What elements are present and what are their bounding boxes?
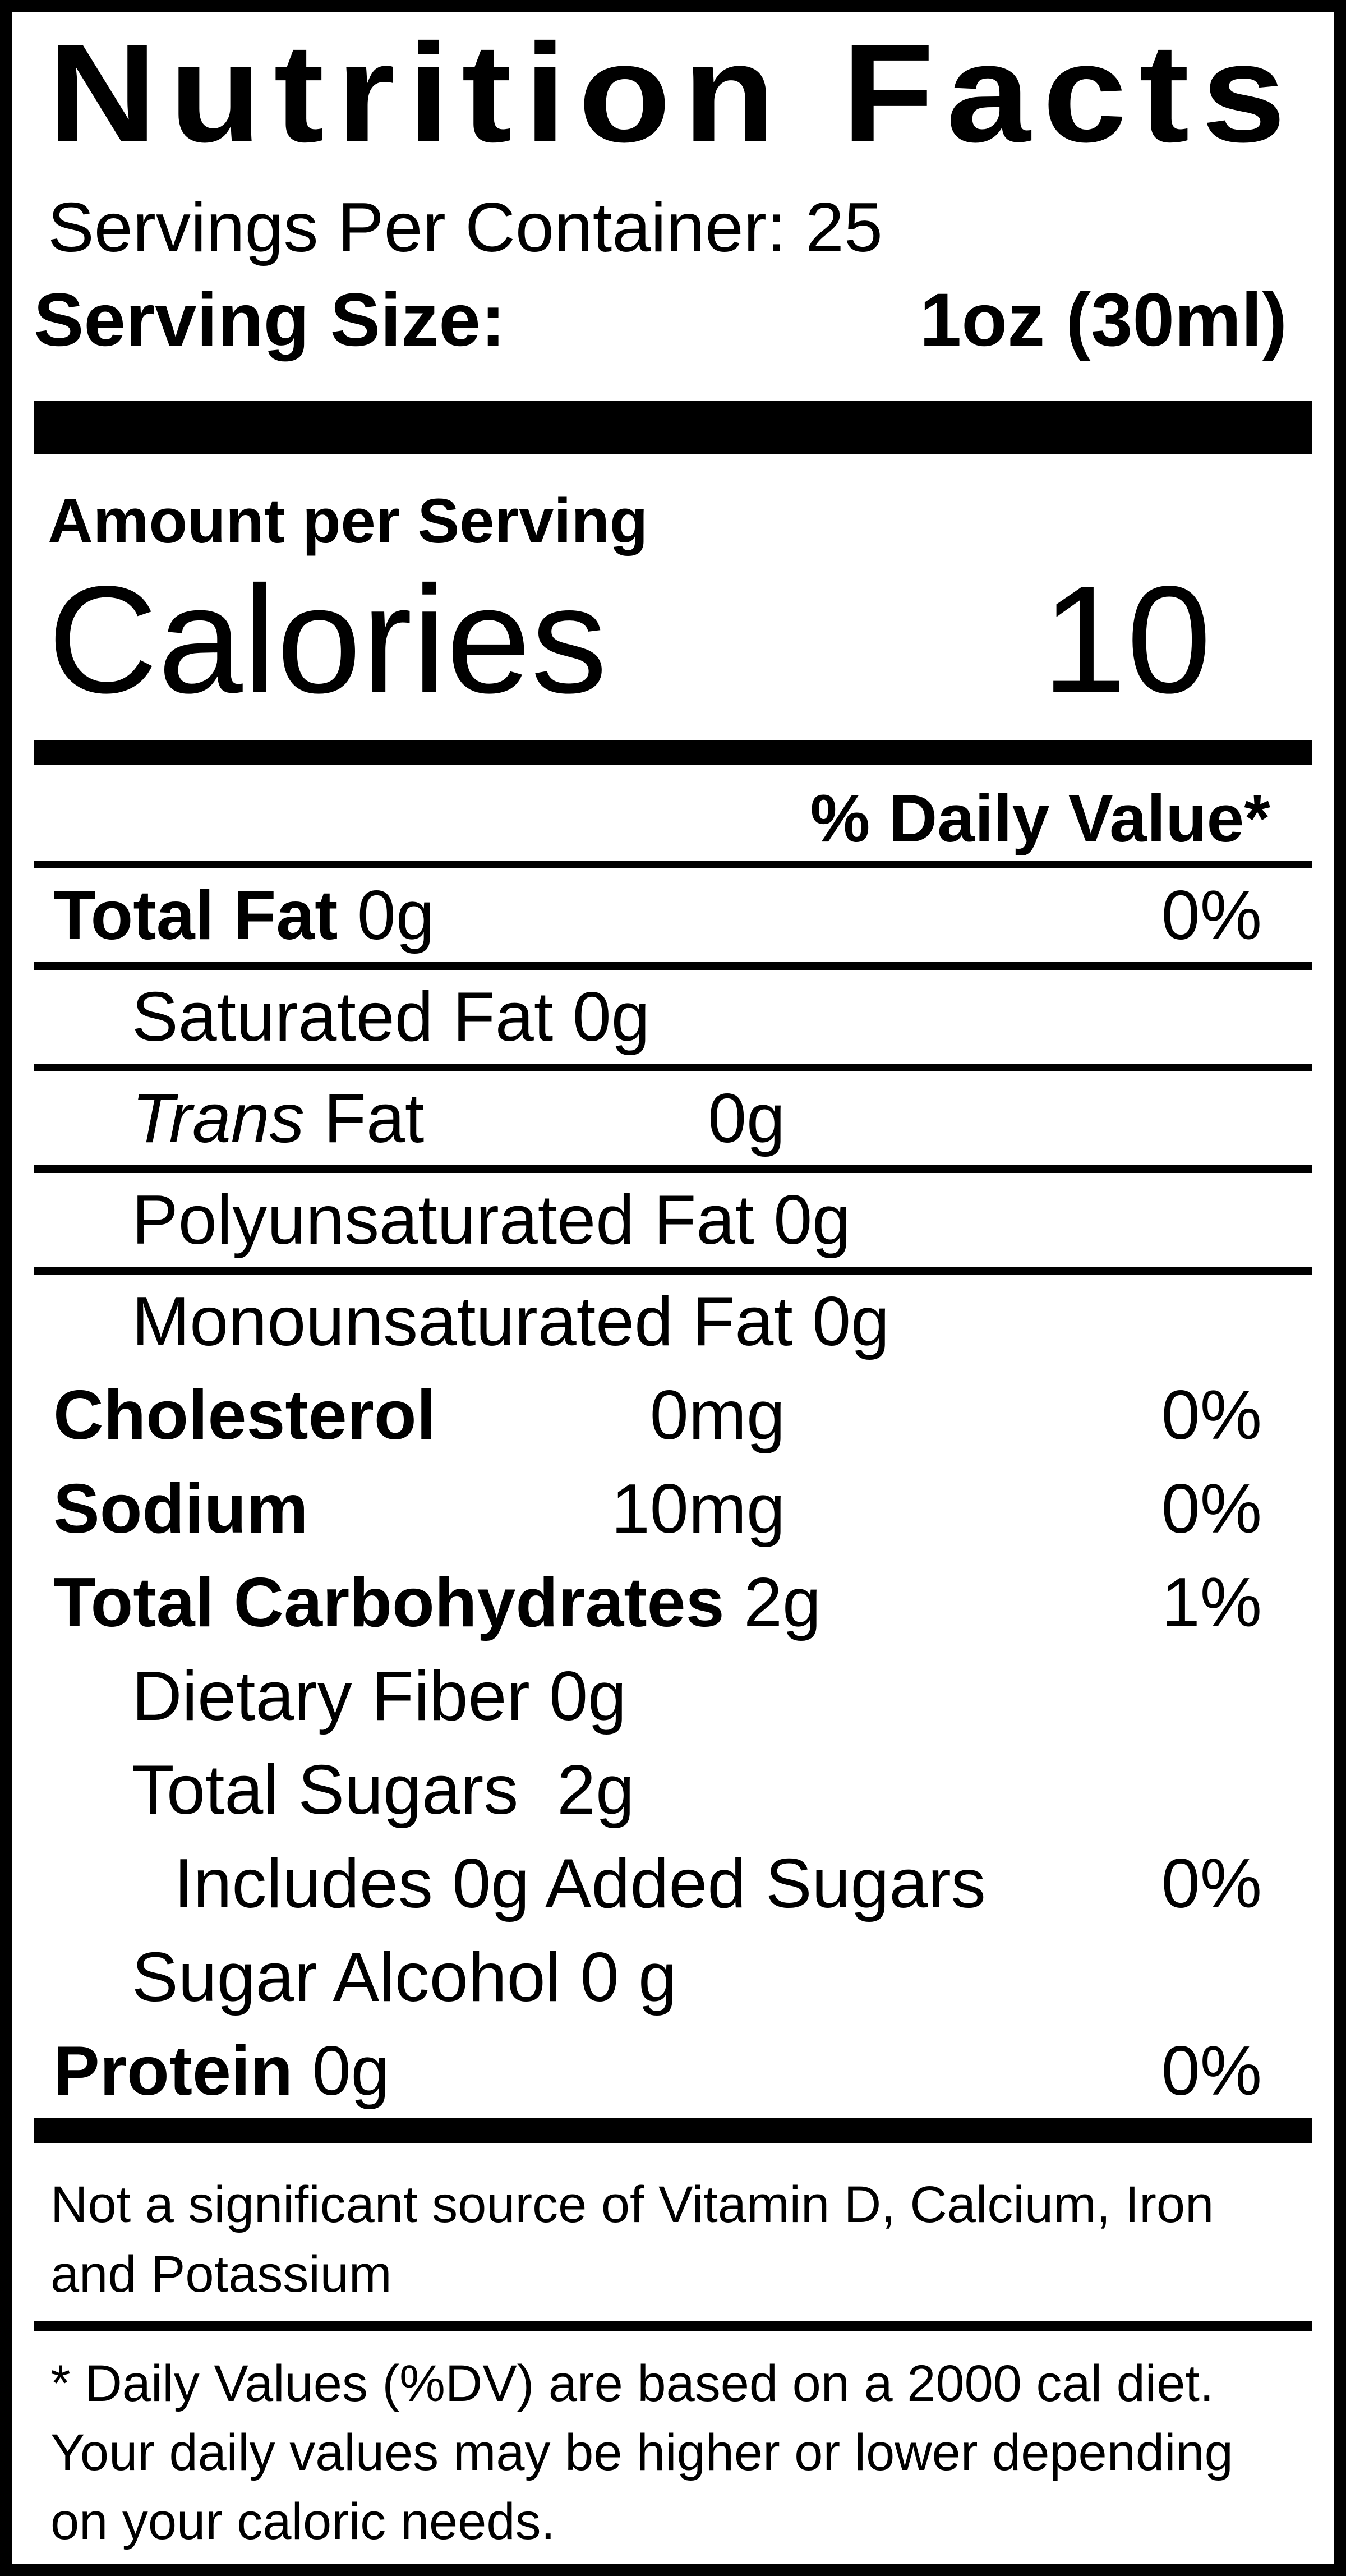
servings-per-container: Servings Per Container: 25 [48,189,883,266]
serving-size-row: Serving Size: 1oz (30ml) [34,272,1312,369]
not-significant-note: Not a significant source of Vitamin D, C… [50,2176,1214,2303]
medium-separator [34,740,1312,766]
row-label: Sugar Alcohol 0 g [132,1938,677,2016]
daily-value-header: % Daily Value* [810,781,1270,857]
row-percent: 0% [1161,876,1262,954]
row-label: Total Fat 0g [53,876,435,954]
label-title: Nutrition Facts [48,15,1298,171]
nutrient-rows: Total Fat 0g 0% Saturated Fat 0g Trans Fat 0… [34,868,1312,2118]
serving-size-label: Serving Size: [34,278,506,362]
row-amount: 0mg [649,1376,785,1454]
row-percent: 0% [1161,2032,1262,2110]
title-wrap: Nutrition Facts [34,21,1312,164]
row-percent: 0% [1161,1376,1262,1454]
calories-label: Calories [48,554,607,725]
nutrition-row: Total Sugars 2g [34,1743,1312,1837]
nutrition-row: Trans Fat 0g [34,1071,1312,1165]
label-content: Nutrition Facts Servings Per Container: … [12,12,1334,2564]
nutrition-row: Monounsaturated Fat 0g [34,1275,1312,1368]
row-amount: 10mg [611,1470,785,1548]
separator-rule [34,1064,1312,1072]
row-label: Protein 0g [53,2032,390,2110]
nutrition-row: Saturated Fat 0g [34,970,1312,1064]
row-label: Total Sugars 2g [132,1751,635,1829]
separator-rule [34,1267,1312,1275]
row-label: Cholesterol [53,1376,436,1454]
row-amount: 0g [708,1079,785,1157]
calories-row: Calories 10 [34,554,1312,725]
separator-rule [34,861,1312,869]
nutrition-row: Sodium 10mg 0% [34,1462,1312,1556]
row-label: Polyunsaturated Fat 0g [132,1181,851,1259]
separator-rule [34,962,1312,970]
row-percent: 1% [1161,1563,1262,1641]
nutrition-row: Cholesterol 0mg 0% [34,1368,1312,1462]
nutrition-row: Dietary Fiber 0g [34,1649,1312,1743]
row-label: Monounsaturated Fat 0g [132,1282,890,1360]
row-percent: 0% [1161,1844,1262,1922]
daily-value-footnote: * Daily Values (%DV) are based on a 2000… [50,2354,1233,2551]
separator-rule [34,1165,1312,1174]
row-label: Trans Fat [132,1079,425,1157]
nutrition-row: Includes 0g Added Sugars 0% [34,1837,1312,1930]
row-label: Dietary Fiber 0g [132,1657,627,1735]
row-percent: 0% [1161,1470,1262,1548]
row-label: Sodium [53,1470,308,1548]
nutrition-row: Polyunsaturated Fat 0g [34,1173,1312,1267]
nutrition-row: Protein 0g 0% [34,2024,1312,2118]
serving-size-value: 1oz (30ml) [919,278,1287,362]
nutrition-row: Total Carbohydrates 2g 1% [34,1556,1312,1649]
nutrition-row: Total Fat 0g 0% [34,868,1312,962]
nutrition-row: Sugar Alcohol 0 g [34,1930,1312,2024]
row-label: Saturated Fat 0g [132,978,650,1056]
footnote-rule [34,2321,1312,2331]
row-label: Total Carbohydrates 2g [53,1563,821,1641]
amount-per-serving-heading: Amount per Serving [48,486,648,556]
row-label: Includes 0g Added Sugars [174,1844,986,1922]
thick-separator-bottom [34,2118,1312,2144]
calories-value: 10 [1041,554,1211,725]
thick-separator-top [34,401,1312,455]
